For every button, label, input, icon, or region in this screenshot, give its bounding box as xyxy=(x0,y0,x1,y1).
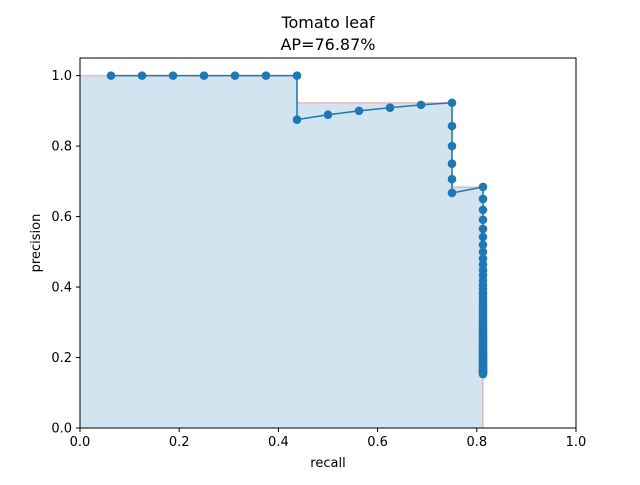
data-point xyxy=(447,98,457,108)
data-point xyxy=(478,224,488,234)
y-tick-label: 1.0 xyxy=(51,69,72,84)
x-tick-label: 0.6 xyxy=(367,435,388,450)
data-point xyxy=(478,182,488,192)
data-point xyxy=(323,110,333,120)
x-tick-label: 0.8 xyxy=(466,435,487,450)
data-point xyxy=(230,71,240,80)
y-tick-label: 0.6 xyxy=(51,210,72,225)
data-point xyxy=(447,121,457,131)
data-point xyxy=(478,369,488,379)
data-point xyxy=(137,71,147,80)
data-point xyxy=(168,71,178,80)
chart-subtitle: AP=76.87% xyxy=(280,35,375,54)
data-point xyxy=(199,71,209,80)
series-points-layer xyxy=(106,71,488,379)
area-fill xyxy=(80,75,483,428)
data-point xyxy=(478,232,488,242)
data-point xyxy=(478,254,488,263)
x-tick-label: 0.4 xyxy=(268,435,289,450)
x-axis-label: recall xyxy=(310,456,345,471)
x-axis-ticks: 0.0 0.2 0.4 0.6 0.8 1.0 xyxy=(70,428,587,450)
y-tick-label: 0.0 xyxy=(51,422,72,437)
data-point xyxy=(261,71,271,80)
data-point xyxy=(416,100,426,110)
area-under-curve-layer xyxy=(80,75,483,428)
data-point xyxy=(478,247,488,257)
data-point xyxy=(447,188,457,198)
data-point xyxy=(385,103,395,112)
y-axis-ticks: 0.0 0.2 0.4 0.6 0.8 1.0 xyxy=(51,69,80,437)
data-point xyxy=(106,71,116,80)
data-point xyxy=(478,240,488,250)
x-tick-label: 1.0 xyxy=(566,435,587,450)
data-point xyxy=(354,106,364,116)
y-tick-label: 0.2 xyxy=(51,351,72,366)
data-point xyxy=(292,71,302,80)
data-point xyxy=(478,215,488,225)
x-tick-label: 0.2 xyxy=(169,435,190,450)
data-point xyxy=(447,174,457,184)
chart-title: Tomato leaf xyxy=(280,13,374,32)
data-point xyxy=(447,159,457,169)
y-axis-label: precision xyxy=(29,214,44,273)
y-tick-label: 0.8 xyxy=(51,140,72,155)
y-tick-label: 0.4 xyxy=(51,281,72,296)
plot-frame xyxy=(79,57,577,429)
data-point xyxy=(447,141,457,151)
data-point xyxy=(292,115,302,124)
data-point xyxy=(478,205,488,215)
x-tick-label: 0.0 xyxy=(70,435,91,450)
data-point xyxy=(478,194,488,204)
